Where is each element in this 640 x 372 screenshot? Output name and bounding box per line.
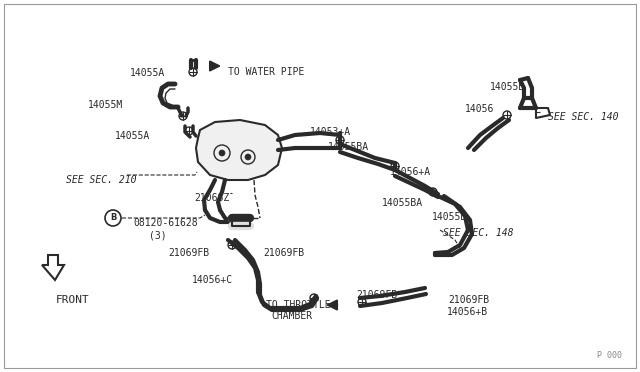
Text: SEE SEC. 148: SEE SEC. 148 [443, 228, 513, 238]
Circle shape [245, 154, 251, 160]
Text: 14053+A: 14053+A [310, 127, 351, 137]
Text: 14055BA: 14055BA [328, 142, 369, 152]
Text: 21068Z: 21068Z [194, 193, 229, 203]
Text: TO WATER PIPE: TO WATER PIPE [228, 67, 305, 77]
Text: 14056: 14056 [465, 104, 494, 114]
Text: TO THROTTLE: TO THROTTLE [266, 300, 331, 310]
Text: 14056+A: 14056+A [390, 167, 431, 177]
Text: 14055B: 14055B [432, 212, 467, 222]
Text: SEE SEC. 140: SEE SEC. 140 [548, 112, 618, 122]
Text: 14055B: 14055B [490, 82, 525, 92]
Text: B: B [110, 214, 116, 222]
Text: 21069FB: 21069FB [263, 248, 304, 258]
Text: FRONT: FRONT [56, 295, 90, 305]
Text: SEE SEC. 210: SEE SEC. 210 [66, 175, 136, 185]
Text: 21069FB: 21069FB [168, 248, 209, 258]
Polygon shape [196, 120, 282, 180]
Text: 14055A: 14055A [130, 68, 165, 78]
Text: CHAMBER: CHAMBER [271, 311, 312, 321]
Text: 21069FB: 21069FB [356, 290, 397, 300]
Text: P 000: P 000 [597, 351, 622, 360]
Text: 14056+C: 14056+C [192, 275, 233, 285]
Text: 14055M: 14055M [88, 100, 124, 110]
Text: 08120-61628: 08120-61628 [133, 218, 198, 228]
Circle shape [219, 150, 225, 156]
Text: (3): (3) [149, 230, 166, 240]
Text: 14056+B: 14056+B [447, 307, 488, 317]
Text: 14055A: 14055A [115, 131, 150, 141]
Text: 14055BA: 14055BA [382, 198, 423, 208]
Text: 21069FB: 21069FB [448, 295, 489, 305]
